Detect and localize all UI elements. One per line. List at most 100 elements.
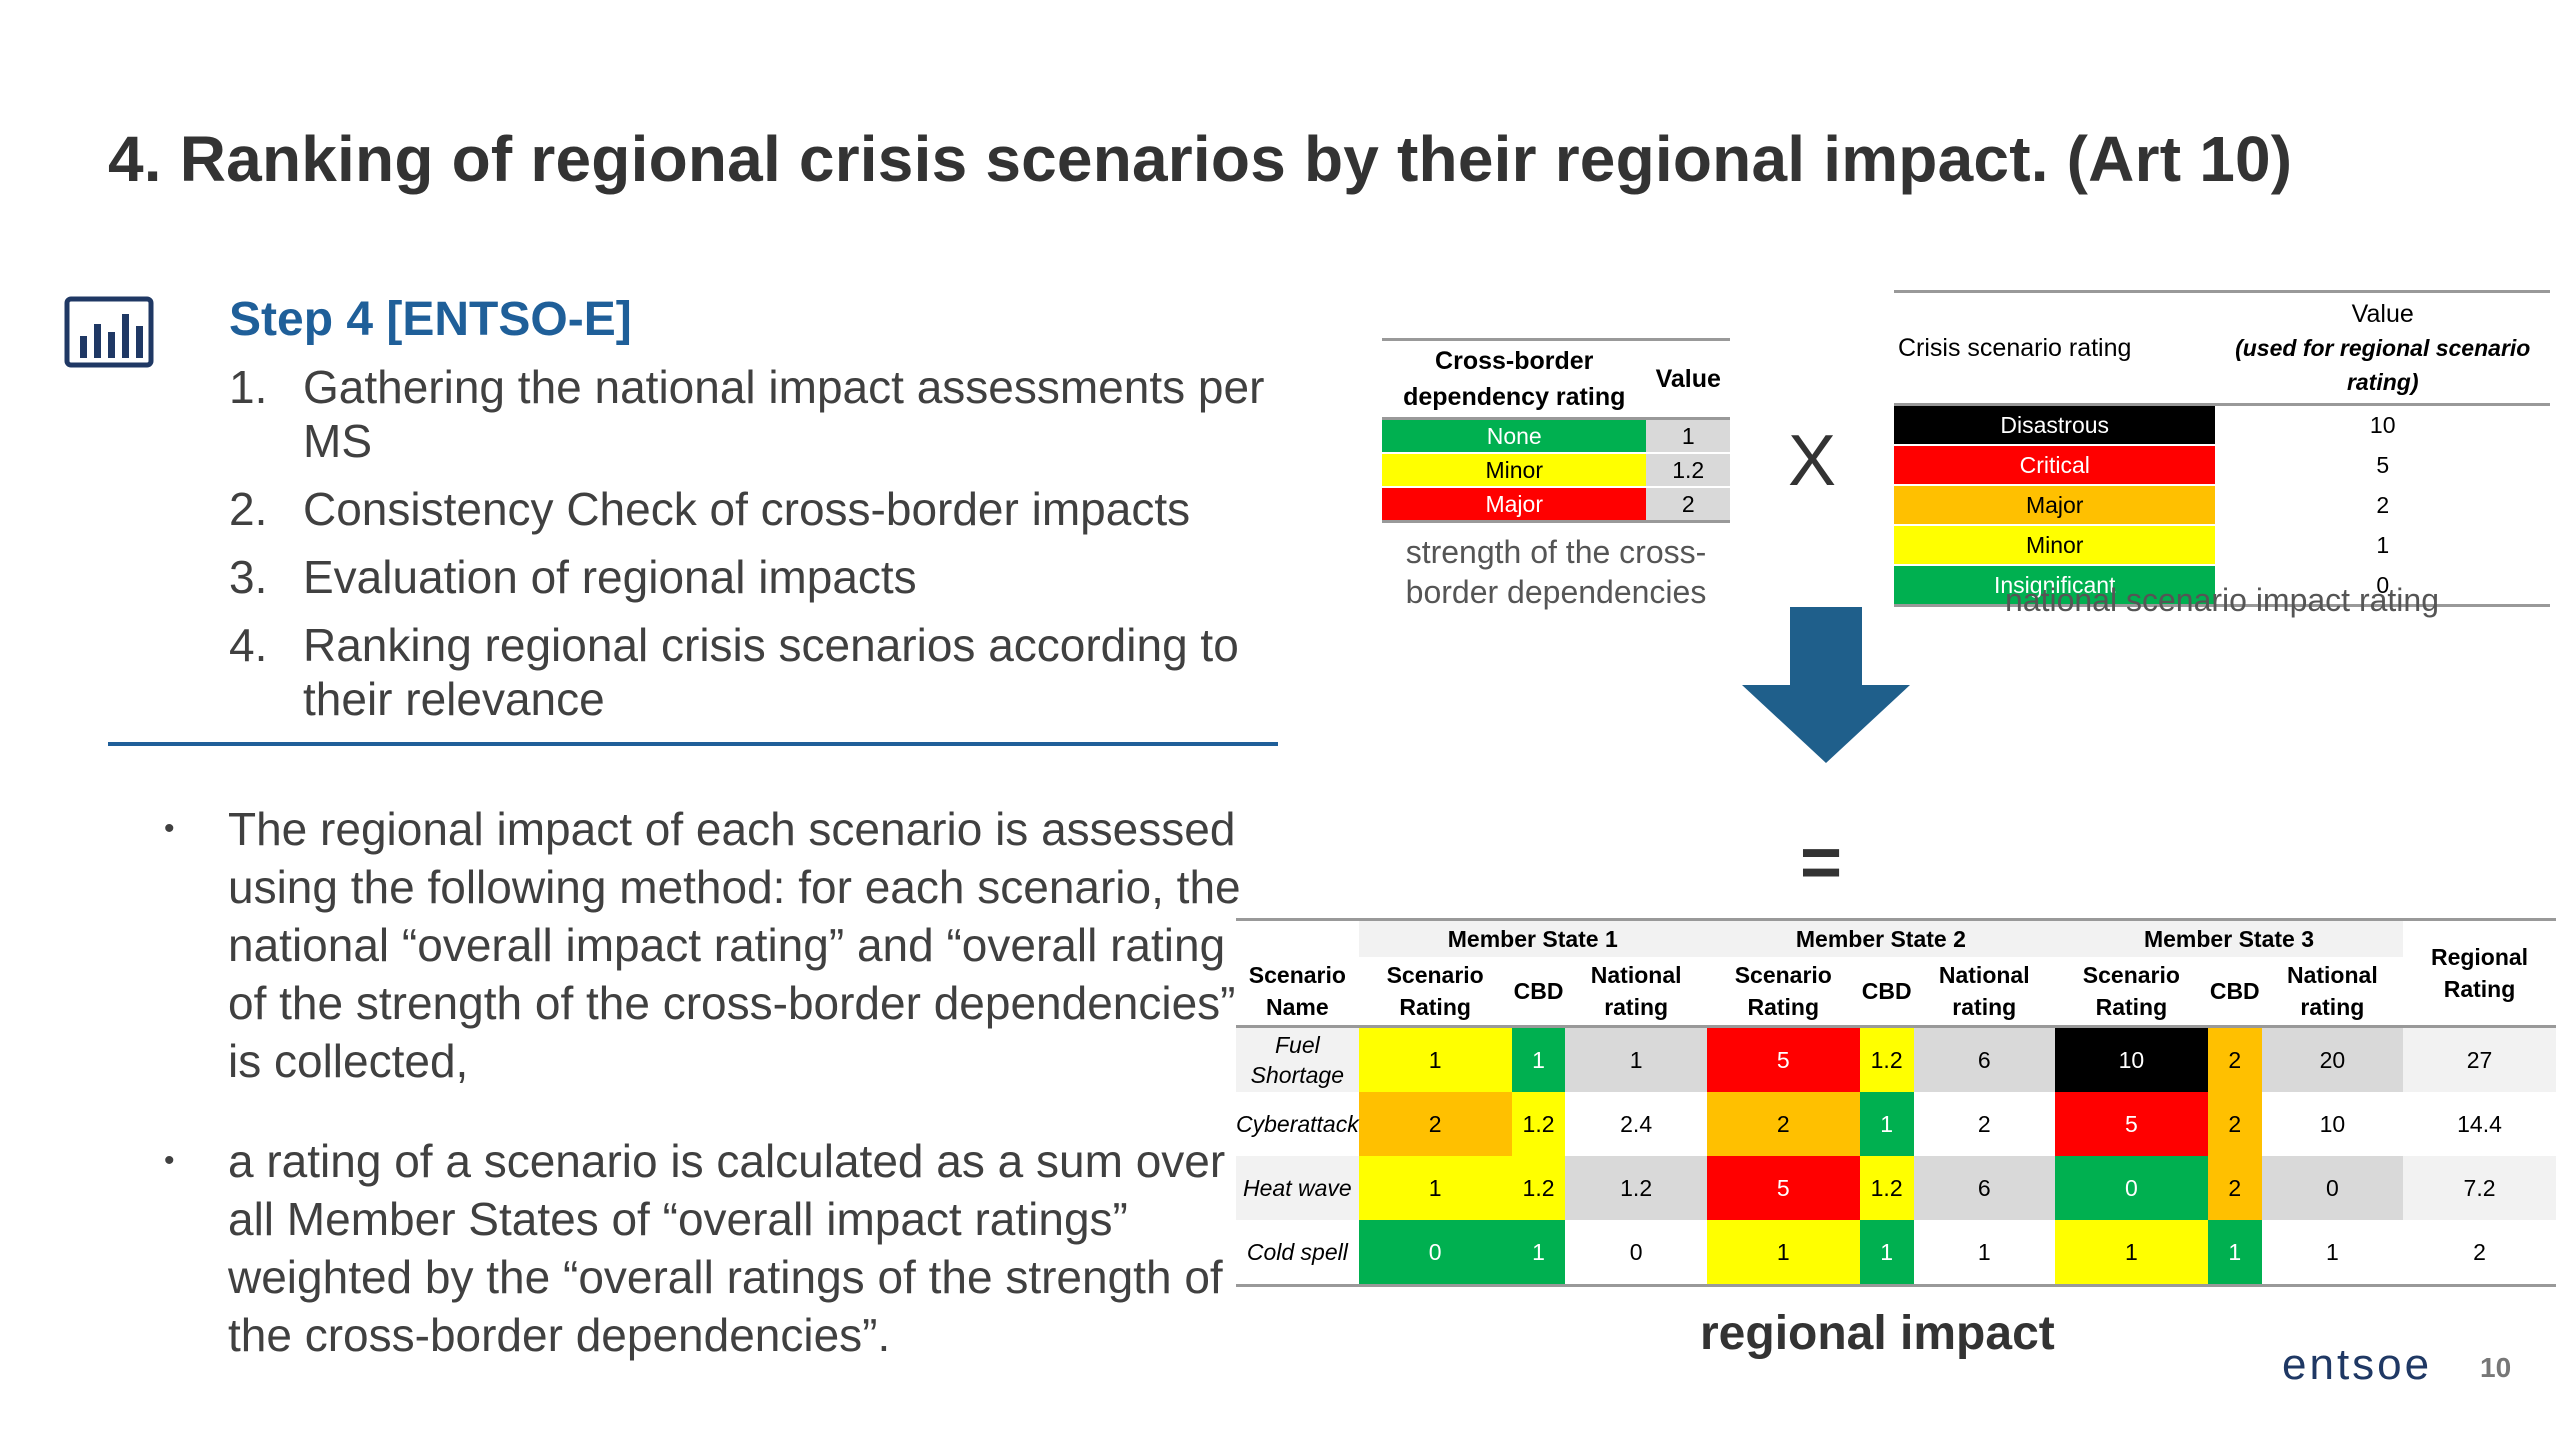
table-header-row: Crisis scenario rating Value (used for r… bbox=[1894, 291, 2550, 405]
rating-value: 2 bbox=[1646, 487, 1730, 523]
column-header-cbd: CBD bbox=[2209, 978, 2260, 1004]
empty-header bbox=[1236, 920, 1359, 958]
national-rating-cell: 0 bbox=[2261, 1156, 2404, 1220]
cross-border-caption: strength of the cross-border dependencie… bbox=[1405, 534, 1707, 610]
table-row: Major 2 bbox=[1894, 485, 2550, 526]
scenario-name: Heat wave bbox=[1236, 1156, 1359, 1220]
national-rating-cell: 10 bbox=[2261, 1092, 2404, 1156]
crisis-rating-table: Crisis scenario rating Value (used for r… bbox=[1894, 290, 2550, 607]
national-rating-cell: 1 bbox=[1565, 1026, 1707, 1092]
column-header-scenario-rating: Scenario Rating bbox=[1386, 962, 1484, 1020]
scenario-rating-cell: 10 bbox=[2054, 1026, 2208, 1092]
regional-rating-cell: 27 bbox=[2403, 1026, 2556, 1092]
list-number: 3. bbox=[229, 551, 268, 603]
table-row: Disastrous 10 bbox=[1894, 404, 2550, 446]
section-divider bbox=[108, 742, 1278, 746]
column-header: Value bbox=[1655, 365, 1721, 393]
national-rating-cell: 1.2 bbox=[1565, 1156, 1707, 1220]
table-row: None 1 bbox=[1382, 418, 1730, 454]
table-row: Cold spell 0 1 0 1 1 1 1 1 1 2 bbox=[1236, 1220, 2556, 1286]
scenario-rating-cell: 2 bbox=[1358, 1092, 1512, 1156]
bullet-item: • The regional impact of each scenario is… bbox=[164, 800, 1244, 1090]
bullet-item: • a rating of a scenario is calculated as… bbox=[164, 1132, 1244, 1364]
table-row: Minor 1.2 bbox=[1382, 453, 1730, 488]
column-header-scenario-rating: Scenario Rating bbox=[1734, 962, 1832, 1020]
scenario-rating-cell: 0 bbox=[2054, 1156, 2208, 1220]
table-row: Critical 5 bbox=[1894, 445, 2550, 486]
column-header: Crisis scenario rating bbox=[1898, 334, 2132, 362]
scenario-rating-cell: 1 bbox=[2054, 1220, 2208, 1286]
entsoe-logo: entsoe bbox=[2282, 1340, 2433, 1389]
table-row: Major 2 bbox=[1382, 487, 1730, 523]
scenario-rating-cell: 5 bbox=[1706, 1156, 1860, 1220]
member-state-header: Member State 2 bbox=[1706, 919, 2055, 957]
member-state-header: Member State 3 bbox=[2054, 919, 2404, 957]
column-header-scenario-name: Scenario Name bbox=[1248, 962, 1346, 1020]
cbd-cell: 2 bbox=[2207, 1092, 2262, 1156]
bullet-text: a rating of a scenario is calculated as … bbox=[228, 1135, 1226, 1361]
column-header-cbd: CBD bbox=[1513, 978, 1564, 1004]
cbd-cell: 1 bbox=[1859, 1220, 1914, 1286]
rating-value: 2 bbox=[2215, 485, 2550, 526]
scenario-name: Fuel Shortage bbox=[1236, 1026, 1359, 1092]
down-arrow-icon bbox=[1742, 607, 1910, 763]
page-number: 10 bbox=[2480, 1352, 2512, 1383]
rating-label: Major bbox=[1382, 487, 1647, 523]
bar-chart-icon bbox=[64, 296, 154, 368]
national-rating-cell: 2 bbox=[1913, 1092, 2055, 1156]
rating-label: Major bbox=[1894, 485, 2216, 526]
list-number: 2. bbox=[229, 483, 268, 535]
scenario-rating-cell: 5 bbox=[2054, 1092, 2208, 1156]
scenario-rating-cell: 5 bbox=[1706, 1026, 1860, 1092]
column-header: Cross-border dependency rating bbox=[1403, 347, 1626, 411]
member-state-row: Member State 1 Member State 2 Member Sta… bbox=[1236, 919, 2556, 1002]
table-row: Insignificant 0 bbox=[1894, 565, 2550, 607]
rating-label: Minor bbox=[1894, 525, 2216, 566]
bullet-dot-icon: • bbox=[164, 812, 175, 845]
cbd-cell: 1.2 bbox=[1511, 1092, 1566, 1156]
list-number: 4. bbox=[229, 619, 268, 671]
list-item: 3. Evaluation of regional impacts bbox=[229, 550, 1269, 604]
step-title: Step 4 [ENTSO-E] bbox=[229, 293, 632, 346]
national-rating-cell: 6 bbox=[1913, 1026, 2055, 1092]
national-rating-cell: 1 bbox=[2261, 1220, 2404, 1286]
cbd-cell: 1 bbox=[1511, 1220, 1566, 1286]
rating-label: None bbox=[1382, 418, 1647, 454]
list-text: Ranking regional crisis scenarios accord… bbox=[303, 619, 1239, 725]
scenario-rating-cell: 1 bbox=[1358, 1026, 1512, 1092]
table-row: Fuel Shortage 1 1 1 5 1.2 6 10 2 20 27 bbox=[1236, 1026, 2556, 1092]
scenario-rating-cell: 1 bbox=[1706, 1220, 1860, 1286]
cbd-cell: 2 bbox=[2207, 1026, 2262, 1092]
scenario-rating-cell: 0 bbox=[1358, 1220, 1512, 1286]
rating-label: Insignificant bbox=[1894, 565, 2216, 607]
table-row: Cyberattack 2 1.2 2.4 2 1 2 5 2 10 14.4 bbox=[1236, 1092, 2556, 1156]
regional-rating-cell: 2 bbox=[2403, 1220, 2556, 1286]
regional-rating-cell: 14.4 bbox=[2403, 1092, 2556, 1156]
bullet-text: The regional impact of each scenario is … bbox=[228, 803, 1241, 1087]
cross-border-table: Cross-border dependency rating Value Non… bbox=[1382, 338, 1730, 523]
column-header-subtitle: (used for regional scenario rating) bbox=[2235, 335, 2531, 395]
column-header-regional: Regional Rating bbox=[2430, 944, 2529, 1002]
national-rating-cell: 2.4 bbox=[1565, 1092, 1707, 1156]
column-header-value: Value bbox=[2351, 300, 2414, 328]
table-header-row: Scenario Name Scenario Rating CBD Nation… bbox=[1236, 957, 2556, 1027]
table-header-row: Cross-border dependency rating Value bbox=[1382, 339, 1730, 419]
cbd-cell: 1.2 bbox=[1859, 1156, 1914, 1220]
national-rating-cell: 6 bbox=[1913, 1156, 2055, 1220]
list-text: Gathering the national impact assessment… bbox=[303, 361, 1265, 467]
rating-value: 0 bbox=[2215, 565, 2550, 607]
cbd-cell: 1.2 bbox=[1511, 1156, 1566, 1220]
rating-value: 10 bbox=[2215, 404, 2550, 446]
national-rating-cell: 0 bbox=[1565, 1220, 1707, 1286]
rating-label: Disastrous bbox=[1894, 404, 2216, 446]
slide-title: 4. Ranking of regional crisis scenarios … bbox=[108, 123, 2293, 195]
column-header-national: National rating bbox=[1590, 962, 1682, 1020]
column-header: Value (used for regional scenario rating… bbox=[2215, 292, 2550, 405]
regional-impact-table: Member State 1 Member State 2 Member Sta… bbox=[1236, 918, 2556, 1287]
column-header-cbd: CBD bbox=[1861, 978, 1912, 1004]
rating-label: Critical bbox=[1894, 445, 2216, 486]
list-text: Evaluation of regional impacts bbox=[303, 551, 917, 603]
cbd-cell: 2 bbox=[2207, 1156, 2262, 1220]
rating-value: 1.2 bbox=[1646, 453, 1730, 488]
list-item: 2. Consistency Check of cross-border impa… bbox=[229, 482, 1269, 536]
